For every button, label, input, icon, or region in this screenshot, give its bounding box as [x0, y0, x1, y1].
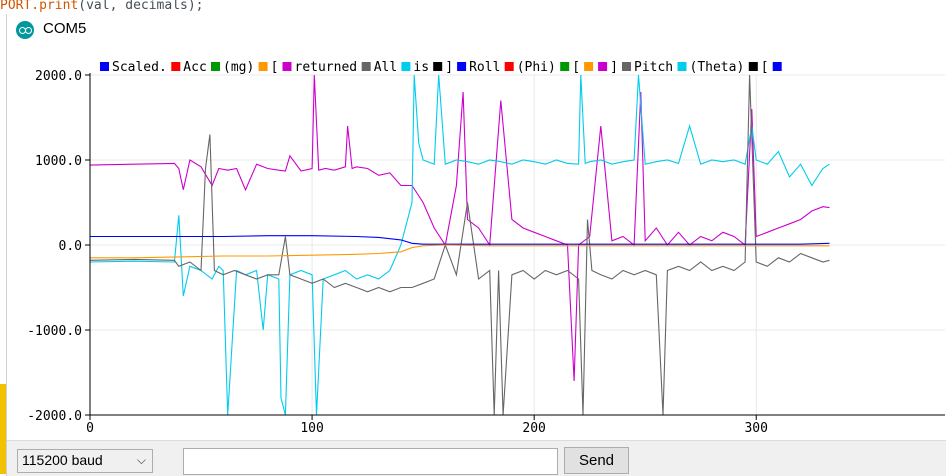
- legend-label: All: [374, 60, 397, 75]
- legend-label: [: [761, 60, 769, 75]
- legend-label: (Theta): [690, 60, 745, 75]
- series-line: [89, 74, 830, 416]
- chevron-down-icon: ⌵: [136, 453, 146, 467]
- code-function: print: [39, 0, 79, 13]
- legend-label: Roll: [469, 60, 500, 75]
- legend-label: Pitch: [634, 60, 673, 75]
- series-line: [89, 74, 830, 382]
- send-button[interactable]: Send: [564, 447, 629, 474]
- legend-swatch: [622, 62, 631, 71]
- code-rest: (val, decimals);: [78, 0, 204, 13]
- legend-label: is: [413, 60, 429, 75]
- legend-swatch: [100, 62, 109, 71]
- legend-swatch: [560, 62, 570, 71]
- legend-swatch: [748, 62, 758, 71]
- window-title: COM5: [43, 20, 87, 37]
- title-bar[interactable]: COM5: [7, 14, 946, 46]
- background-highlight: [0, 384, 6, 474]
- bottom-toolbar: 115200 baud ⌵ Send: [7, 440, 946, 476]
- legend-swatch: [171, 62, 181, 71]
- y-tick-label: 2000.0: [35, 69, 82, 84]
- series-line: [90, 235, 830, 245]
- background-code-line: PORT.print(val, decimals);: [0, 0, 946, 14]
- legend-label: (mg): [223, 60, 254, 75]
- baud-rate-value: 115200 baud: [22, 452, 103, 468]
- background-editor-strip: [0, 14, 6, 476]
- baud-rate-select[interactable]: 115200 baud ⌵: [17, 449, 153, 473]
- code-keyword: PORT.: [0, 0, 40, 13]
- legend-label: returned: [295, 60, 358, 75]
- legend-swatch: [584, 62, 594, 71]
- y-tick-label: -2000.0: [27, 409, 82, 424]
- legend-label: [: [572, 60, 580, 75]
- series-line: [89, 74, 830, 416]
- legend-label: ]: [610, 60, 618, 75]
- series-line: [90, 244, 830, 259]
- legend-swatch: [401, 62, 411, 71]
- legend-swatch: [677, 62, 687, 71]
- grid: [89, 74, 945, 416]
- legend-label: Acc: [183, 60, 206, 75]
- legend-swatch: [211, 62, 220, 71]
- y-tick-label: -1000.0: [27, 324, 82, 339]
- x-tick-label: 300: [744, 421, 767, 436]
- legend-swatch: [433, 62, 443, 71]
- legend: Scaled. Acc (mg) [ returned All is] Roll (Phi) []…: [100, 60, 782, 75]
- arduino-app-icon: [16, 21, 34, 39]
- legend-label: (Phi): [517, 60, 556, 75]
- y-tick-label: 0.0: [59, 239, 82, 254]
- axes: 2000.0 1000.0 0.0 -1000.0 -2000.0 0 100 200 300: [27, 69, 945, 436]
- legend-swatch: [457, 62, 467, 71]
- legend-swatch: [504, 62, 514, 71]
- legend-swatch: [258, 62, 268, 71]
- legend-swatch: [598, 62, 608, 71]
- x-tick-label: 200: [522, 421, 545, 436]
- legend-label: Scaled.: [112, 60, 167, 75]
- legend-label: [: [271, 60, 279, 75]
- send-input[interactable]: [183, 448, 558, 475]
- series-lines: [89, 74, 830, 416]
- x-tick-label: 0: [86, 421, 94, 436]
- y-tick-label: 1000.0: [35, 154, 82, 169]
- serial-plotter-window: COM5 Scaled. Acc (mg) [ returned All is] Roll (P…: [6, 14, 946, 476]
- legend-swatch: [361, 62, 371, 71]
- legend-label: ]: [445, 60, 453, 75]
- legend-swatch: [772, 62, 782, 71]
- plot-area: Scaled. Acc (mg) [ returned All is] Roll (Phi) []…: [27, 60, 945, 436]
- legend-swatch: [282, 62, 292, 71]
- x-tick-label: 100: [300, 421, 323, 436]
